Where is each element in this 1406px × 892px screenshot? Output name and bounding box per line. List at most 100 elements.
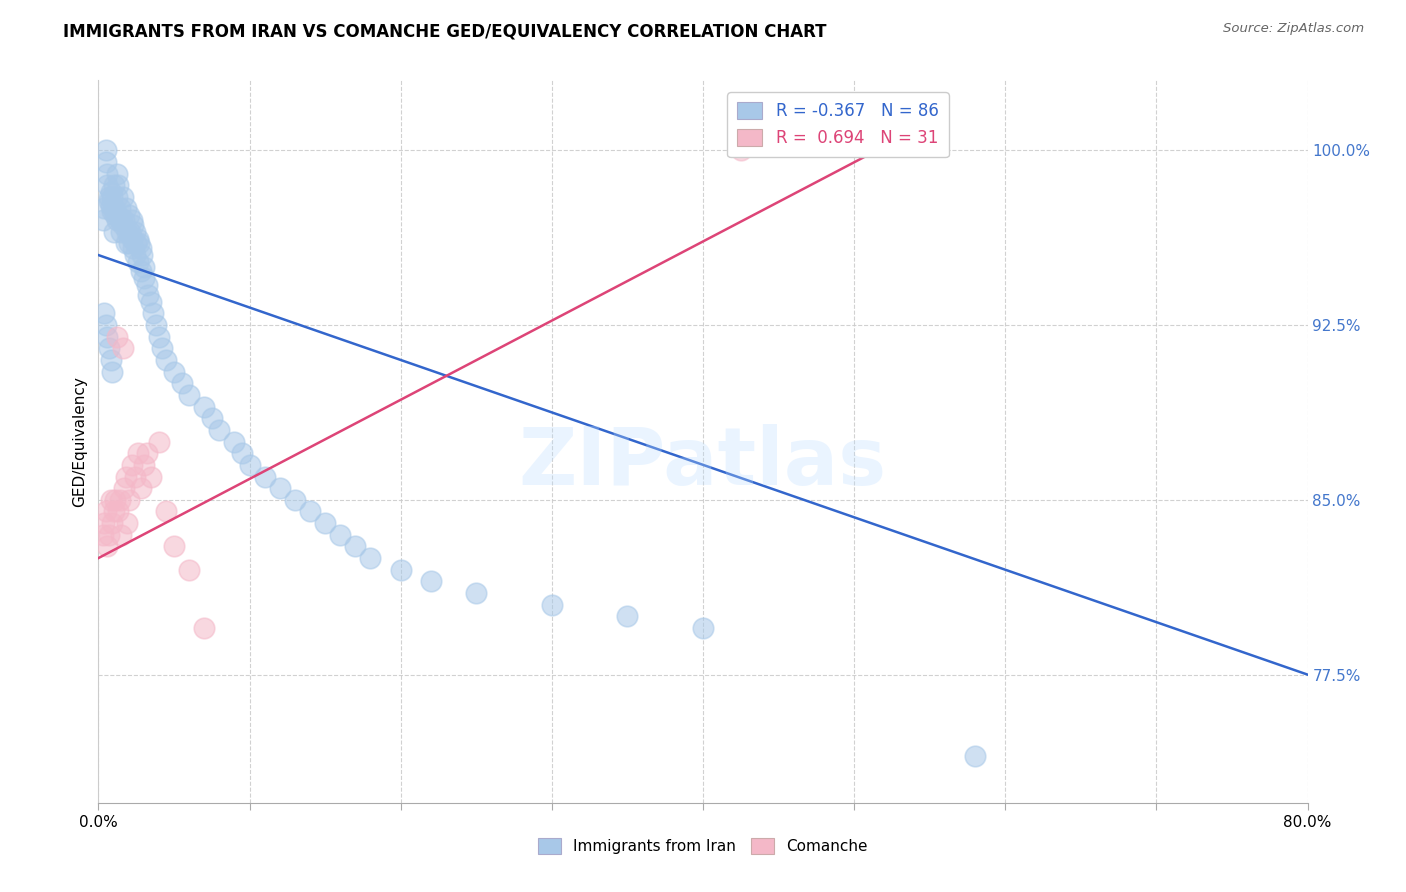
- Point: [132, 260, 155, 274]
- Point: [284, 492, 307, 507]
- Point: [105, 329, 128, 343]
- Point: [115, 225, 138, 239]
- Point: [108, 202, 131, 216]
- Point: [110, 528, 132, 542]
- Point: [193, 621, 215, 635]
- Point: [128, 236, 150, 251]
- Point: [101, 365, 124, 379]
- Point: [730, 143, 752, 157]
- Point: [136, 287, 159, 301]
- Point: [98, 528, 121, 542]
- Point: [540, 598, 562, 612]
- Point: [163, 365, 186, 379]
- Point: [148, 434, 170, 449]
- Point: [124, 248, 146, 262]
- Point: [94, 318, 117, 332]
- Point: [91, 213, 114, 227]
- Point: [142, 306, 165, 320]
- Point: [105, 167, 128, 181]
- Point: [111, 218, 134, 232]
- Point: [135, 278, 157, 293]
- Text: IMMIGRANTS FROM IRAN VS COMANCHE GED/EQUIVALENCY CORRELATION CHART: IMMIGRANTS FROM IRAN VS COMANCHE GED/EQU…: [63, 22, 827, 40]
- Point: [94, 504, 117, 518]
- Point: [114, 202, 136, 216]
- Point: [107, 504, 129, 518]
- Text: ZIPatlas: ZIPatlas: [519, 425, 887, 502]
- Y-axis label: GED/Equivalency: GED/Equivalency: [72, 376, 87, 507]
- Point: [98, 341, 121, 355]
- Point: [163, 540, 186, 554]
- Point: [150, 341, 173, 355]
- Point: [179, 563, 201, 577]
- Point: [98, 194, 121, 209]
- Point: [141, 294, 163, 309]
- Point: [329, 528, 352, 542]
- Point: [96, 329, 118, 343]
- Point: [155, 353, 177, 368]
- Point: [103, 225, 125, 239]
- Point: [105, 190, 128, 204]
- Point: [107, 209, 129, 223]
- Point: [114, 469, 136, 483]
- Point: [108, 492, 131, 507]
- Point: [114, 236, 136, 251]
- Point: [314, 516, 336, 530]
- Point: [692, 621, 714, 635]
- Point: [111, 341, 134, 355]
- Point: [96, 178, 118, 193]
- Point: [132, 271, 155, 285]
- Point: [105, 213, 128, 227]
- Point: [107, 178, 129, 193]
- Point: [110, 225, 132, 239]
- Point: [129, 264, 152, 278]
- Point: [101, 203, 124, 218]
- Point: [118, 236, 141, 251]
- Point: [129, 241, 152, 255]
- Point: [121, 232, 143, 246]
- Point: [616, 609, 638, 624]
- Point: [420, 574, 443, 589]
- Point: [100, 185, 122, 199]
- Point: [124, 225, 146, 239]
- Point: [100, 199, 122, 213]
- Text: Source: ZipAtlas.com: Source: ZipAtlas.com: [1223, 22, 1364, 36]
- Point: [112, 481, 135, 495]
- Point: [141, 469, 163, 483]
- Point: [120, 225, 142, 239]
- Point: [111, 190, 134, 204]
- Point: [269, 481, 291, 495]
- Legend: Immigrants from Iran, Comanche: Immigrants from Iran, Comanche: [531, 832, 875, 860]
- Point: [101, 516, 124, 530]
- Point: [96, 540, 118, 554]
- Point: [208, 423, 231, 437]
- Point: [155, 504, 177, 518]
- Point: [94, 143, 117, 157]
- Point: [124, 469, 146, 483]
- Point: [104, 492, 127, 507]
- Point: [98, 190, 121, 204]
- Point: [299, 504, 322, 518]
- Point: [118, 492, 141, 507]
- Point: [465, 586, 488, 600]
- Point: [224, 434, 246, 449]
- Point: [132, 458, 155, 472]
- Point: [148, 329, 170, 343]
- Point: [360, 551, 382, 566]
- Point: [231, 446, 253, 460]
- Point: [389, 563, 412, 577]
- Point: [91, 528, 114, 542]
- Point: [93, 202, 115, 216]
- Point: [115, 516, 138, 530]
- Point: [179, 388, 201, 402]
- Point: [93, 516, 115, 530]
- Point: [965, 749, 987, 764]
- Point: [100, 353, 122, 368]
- Point: [103, 504, 125, 518]
- Point: [131, 248, 153, 262]
- Point: [122, 218, 145, 232]
- Point: [121, 213, 143, 227]
- Point: [96, 167, 118, 181]
- Point: [127, 446, 149, 460]
- Point: [129, 481, 152, 495]
- Point: [201, 411, 224, 425]
